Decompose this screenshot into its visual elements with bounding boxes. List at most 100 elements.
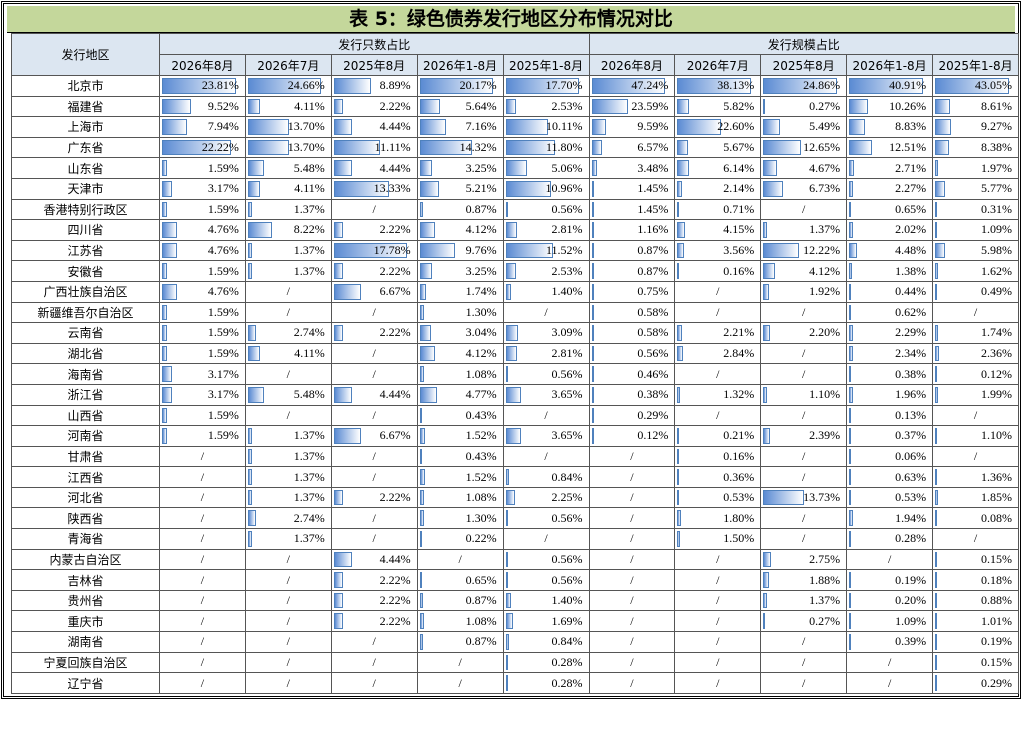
value-label: 1.52% (465, 469, 497, 484)
empty-cell: / (760, 445, 848, 468)
value-cell: 1.36% (932, 466, 1019, 488)
value-label: 0.56% (551, 201, 583, 216)
value-label: 0.87% (465, 593, 497, 608)
data-bar (162, 407, 167, 424)
data-bar (935, 469, 938, 485)
data-bar (763, 78, 837, 94)
value-label: 2.34% (895, 346, 927, 361)
value-label: 17.70% (545, 78, 583, 93)
value-cell: 1.37% (244, 445, 332, 468)
value-label: 24.86% (803, 78, 841, 93)
empty-cell: / (588, 486, 676, 509)
data-bar (849, 531, 852, 547)
value-cell: 1.37% (244, 425, 332, 447)
value-label: 7.94% (207, 119, 239, 134)
data-bar (162, 304, 167, 321)
data-bar (935, 78, 1009, 94)
data-bar (849, 428, 852, 444)
data-bar (677, 428, 680, 444)
data-bar (333, 78, 371, 94)
value-label: 13.70% (287, 119, 325, 134)
value-label: 5.49% (809, 119, 841, 134)
data-bar (333, 98, 343, 115)
empty-cell: / (416, 651, 504, 674)
value-label: 5.48% (293, 160, 325, 175)
value-label: 0.84% (551, 469, 583, 484)
data-bar (591, 407, 594, 424)
value-cell: 23.59% (588, 95, 676, 118)
data-bar (591, 325, 594, 341)
data-bar (162, 119, 187, 135)
data-bar (849, 613, 852, 630)
empty-cell: / (244, 404, 332, 427)
value-cell: 3.17% (159, 177, 246, 200)
region-cell: 四川省 (11, 219, 160, 241)
data-bar (419, 366, 424, 382)
value-cell: 1.97% (932, 157, 1019, 179)
data-bar (677, 531, 681, 547)
value-cell: 0.53% (674, 486, 762, 509)
value-label: 4.11% (294, 346, 325, 361)
value-cell: 1.96% (846, 383, 934, 406)
value-label: 5.64% (465, 98, 497, 113)
value-label: 1.30% (465, 510, 497, 525)
value-label: 6.67% (379, 428, 411, 443)
region-cell: 山西省 (11, 404, 160, 427)
data-bar (505, 345, 518, 362)
value-cell: 2.36% (932, 342, 1019, 365)
value-label: 1.38% (895, 263, 927, 278)
empty-cell: / (330, 528, 418, 550)
value-cell: 0.36% (674, 466, 762, 488)
data-bar (763, 325, 770, 341)
value-label: 3.65% (551, 387, 583, 402)
value-cell: 2.14% (674, 177, 762, 200)
value-label: 2.81% (551, 346, 583, 361)
region-cell: 北京市 (11, 75, 160, 97)
column-header: 2025年8月 (760, 54, 848, 76)
value-label: 0.49% (981, 284, 1012, 299)
column-header: 2026年8月 (159, 54, 246, 76)
data-bar (849, 345, 854, 362)
empty-cell: / (244, 569, 332, 591)
value-label: 1.50% (723, 531, 755, 546)
data-row: 上海市 7.94% 13.70% 4.44% 7.16% 10.11% 9.59% 22.60… (11, 116, 1019, 138)
data-bar (419, 180, 439, 197)
data-bar (591, 98, 629, 115)
value-cell: 5.49% (760, 116, 848, 138)
empty-cell: / (588, 569, 676, 591)
data-bar (419, 283, 426, 300)
value-label: 2.71% (895, 160, 927, 175)
empty-cell: / (588, 610, 676, 633)
value-cell: 1.10% (760, 383, 848, 406)
value-cell: 1.32% (674, 383, 762, 406)
data-bar (849, 201, 852, 218)
value-cell: 2.74% (244, 322, 332, 344)
value-cell: 1.09% (932, 219, 1019, 241)
data-bar (162, 242, 177, 259)
value-cell: 5.98% (932, 239, 1019, 262)
value-cell: 2.81% (502, 342, 590, 365)
data-bar (849, 386, 853, 403)
data-bar (505, 551, 508, 568)
value-label: 1.74% (465, 284, 497, 299)
value-cell: 4.44% (330, 157, 418, 179)
region-cell: 内蒙古自治区 (11, 548, 160, 571)
data-bar (162, 201, 167, 218)
data-bar (333, 222, 343, 238)
data-bar (849, 119, 866, 135)
value-label: 0.62% (895, 304, 927, 319)
data-bar (247, 386, 265, 403)
data-bar (247, 510, 257, 527)
value-cell: 0.27% (760, 610, 848, 633)
value-cell: 4.44% (330, 383, 418, 406)
value-cell: 3.25% (416, 157, 504, 179)
empty-cell: / (244, 672, 332, 694)
data-bar (849, 139, 872, 156)
data-bar (763, 613, 766, 630)
value-label: 9.52% (207, 98, 239, 113)
value-cell: 6.57% (588, 136, 676, 159)
value-label: 3.48% (637, 160, 669, 175)
value-label: 1.16% (637, 222, 669, 237)
data-bar (247, 98, 261, 115)
data-bar (162, 263, 167, 279)
